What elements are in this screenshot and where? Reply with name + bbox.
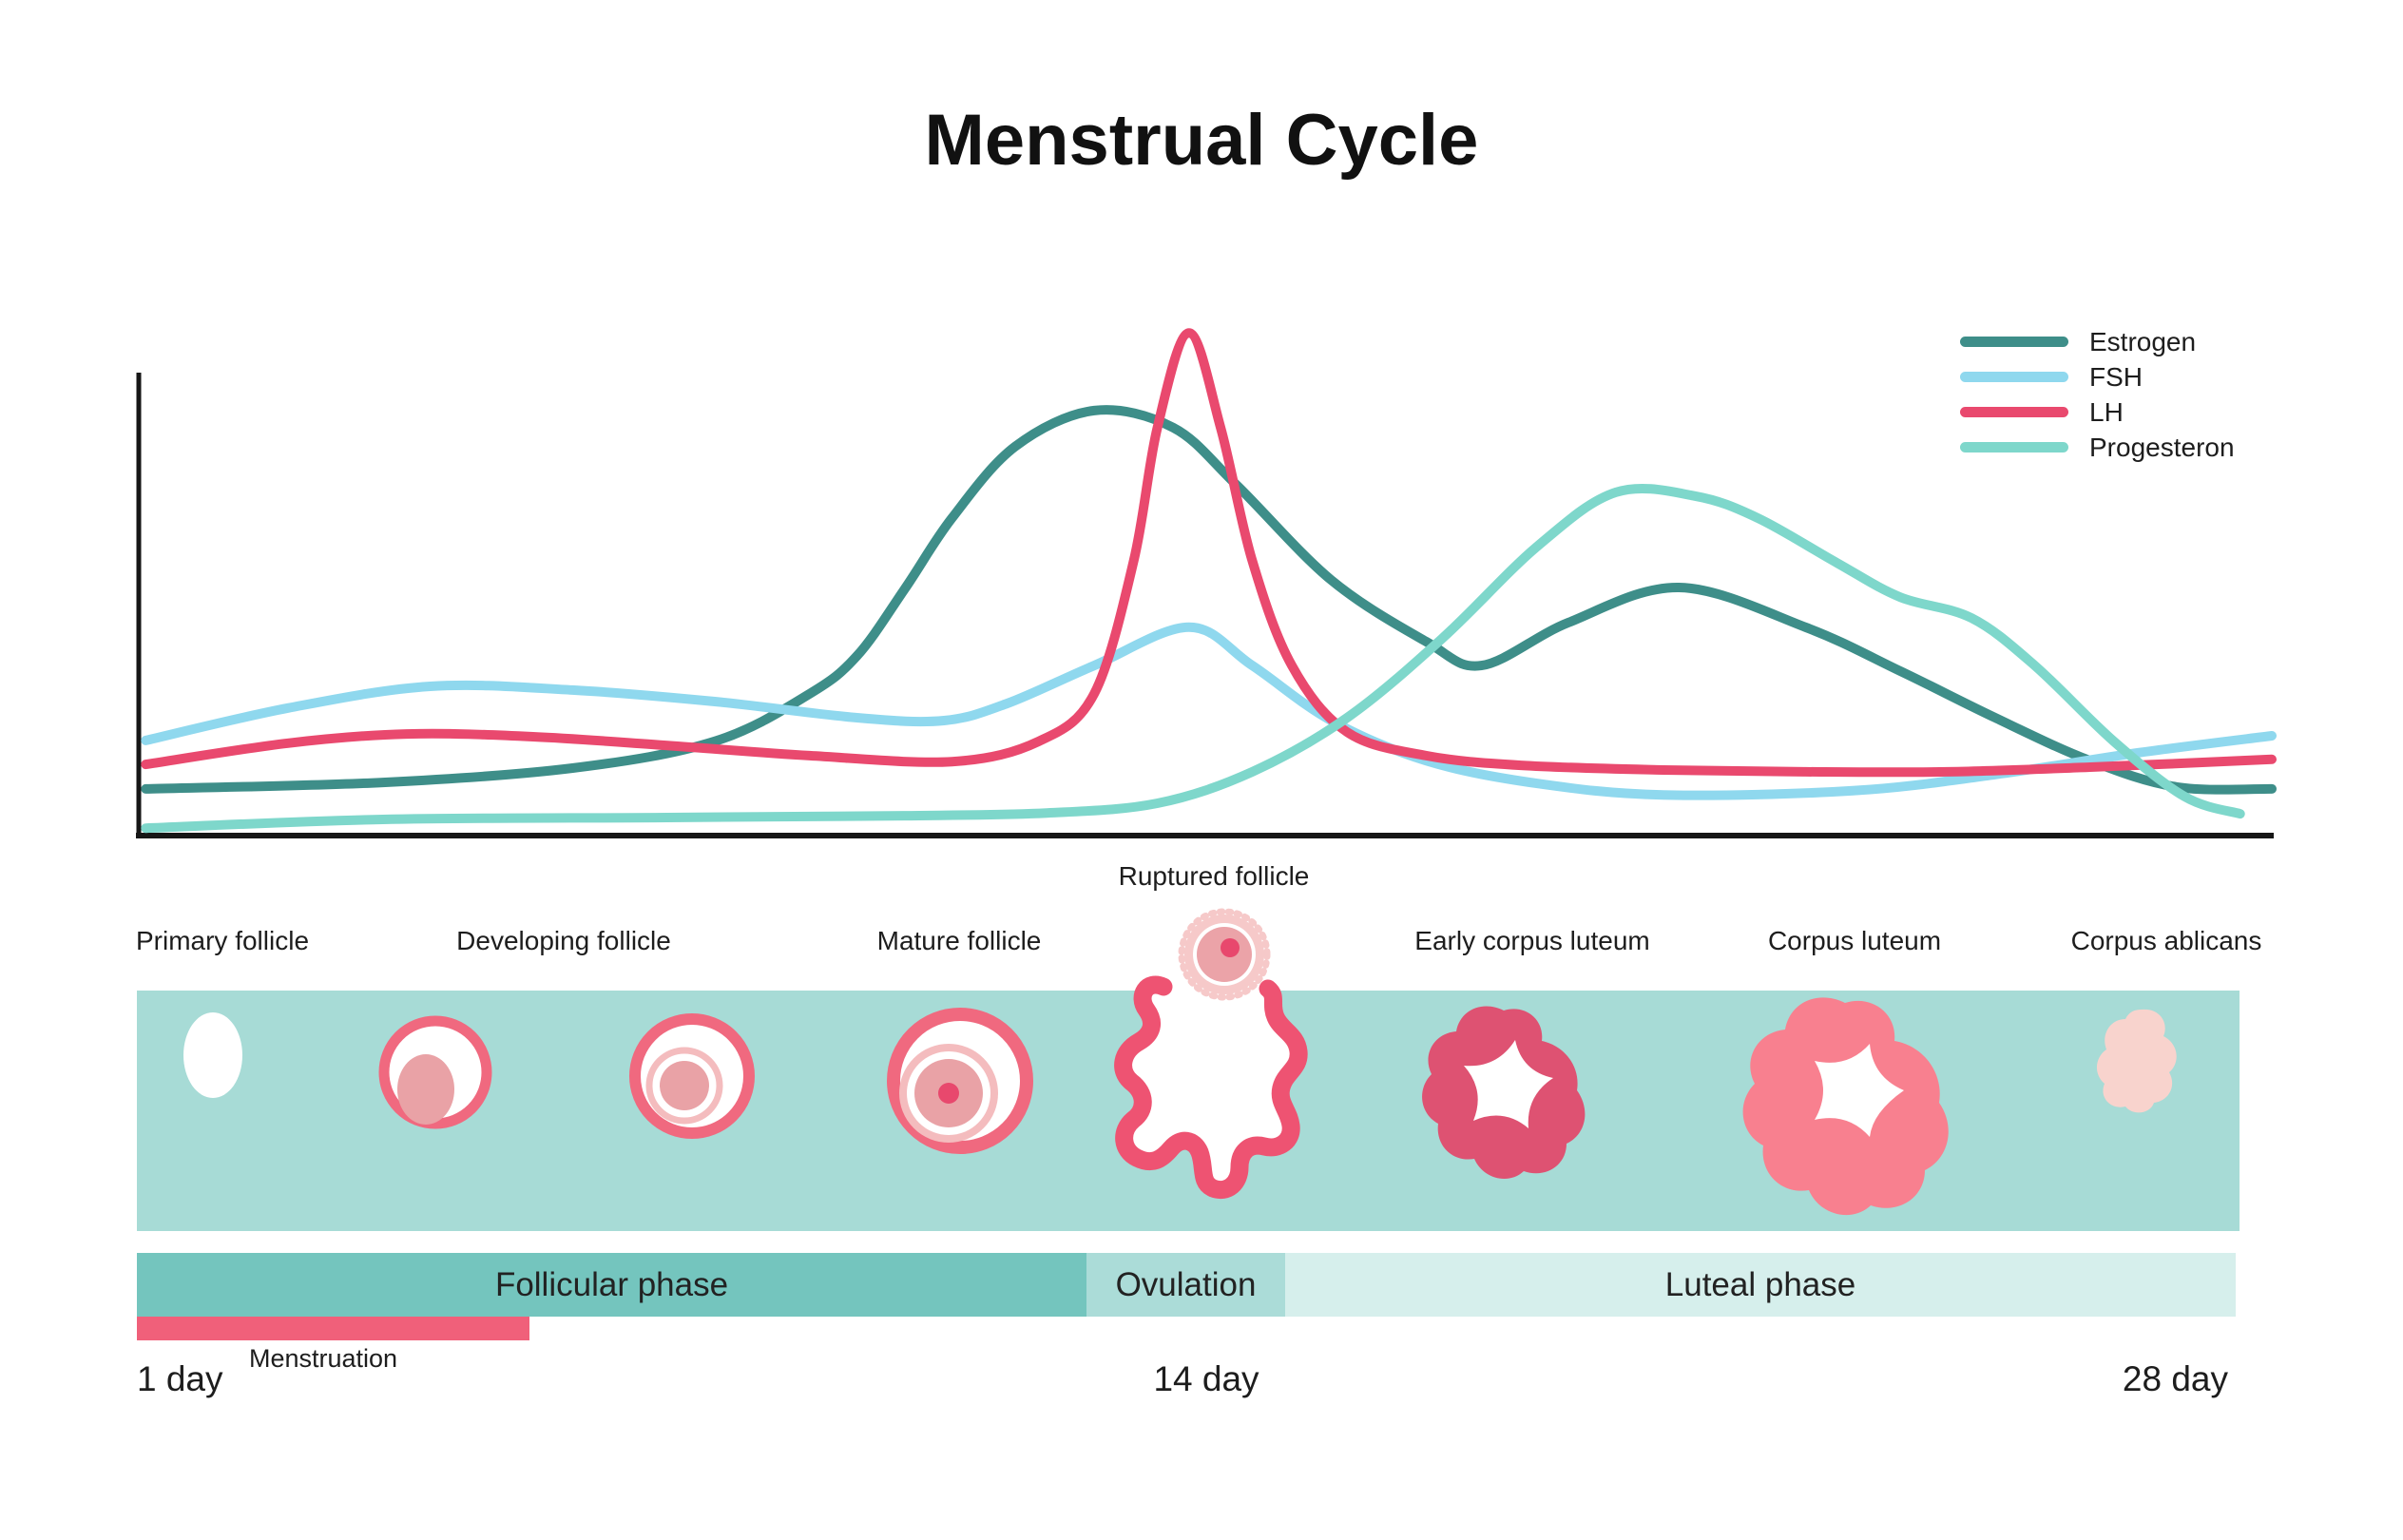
ovulation-phase-bar bbox=[1086, 1253, 1285, 1317]
menstruation-label: Menstruation bbox=[248, 1344, 398, 1373]
luteal-phase-label: Luteal phase bbox=[1664, 1266, 1856, 1303]
hormone-curves bbox=[141, 328, 2277, 834]
day-28-label: 28 day bbox=[2122, 1359, 2228, 1398]
fsh-curve bbox=[141, 622, 2277, 800]
legend-label: Estrogen bbox=[2089, 326, 2197, 356]
lh-line-swatch bbox=[1960, 407, 2068, 417]
legend-item-lh: LH bbox=[1960, 395, 2235, 430]
stage-label-primary-follicle: Primary follicle bbox=[135, 926, 310, 955]
estrogen-line-swatch bbox=[1960, 337, 2068, 347]
lh-curve bbox=[141, 328, 2277, 778]
day-14-label: 14 day bbox=[1153, 1359, 1259, 1398]
luteal-phase-bar bbox=[1285, 1253, 2236, 1317]
developing-follicle-late-illustration bbox=[629, 1013, 755, 1139]
follicular-phase-bar bbox=[137, 1253, 1086, 1317]
legend-item-fsh: FSH bbox=[1960, 359, 2235, 395]
developing-follicle-early-illustration bbox=[378, 1015, 492, 1129]
stage-label-corpus-luteum: Corpus luteum bbox=[1767, 926, 1942, 955]
ruptured-follicle-illustration bbox=[1114, 908, 1308, 1199]
chart-legend: Estrogen FSH LH Progesteron bbox=[1960, 324, 2235, 465]
mature-follicle-illustration bbox=[887, 1008, 1033, 1154]
follicular-phase-label: Follicular phase bbox=[494, 1266, 729, 1303]
early-corpus-luteum-illustration bbox=[1422, 1006, 1586, 1180]
legend-label: LH bbox=[2089, 396, 2124, 427]
legend-item-estrogen: Estrogen bbox=[1960, 324, 2235, 359]
legend-item-progesteron: Progesteron bbox=[1960, 430, 2235, 465]
progesteron-curve bbox=[141, 483, 2245, 834]
day-1-label: 1 day bbox=[137, 1359, 223, 1398]
stage-label-developing-follicle: Developing follicle bbox=[456, 926, 671, 955]
legend-label: Progesteron bbox=[2089, 432, 2235, 462]
menstruation-bar bbox=[137, 1317, 529, 1340]
released-ovum bbox=[1178, 908, 1271, 1001]
ovulation-phase-label: Ovulation bbox=[1115, 1266, 1257, 1303]
stage-label-early-corpus-luteum: Early corpus luteum bbox=[1414, 926, 1650, 955]
fsh-line-swatch bbox=[1960, 372, 2068, 382]
legend-label: FSH bbox=[2089, 361, 2143, 392]
corpus-ablicans-illustration bbox=[2096, 1009, 2177, 1113]
stage-label-mature-follicle: Mature follicle bbox=[876, 926, 1042, 955]
progesteron-line-swatch bbox=[1960, 442, 2068, 452]
corpus-luteum-illustration bbox=[1742, 997, 1949, 1216]
page-title: Menstrual Cycle bbox=[924, 100, 1479, 181]
primary-follicle-illustration bbox=[183, 1012, 242, 1098]
stage-label-corpus-ablicans: Corpus ablicans bbox=[2070, 926, 2262, 955]
stage-label-ruptured-follicle: Ruptured follicle bbox=[1118, 861, 1310, 891]
